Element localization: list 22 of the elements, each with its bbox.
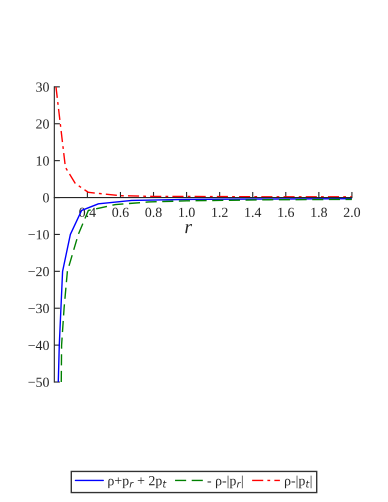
- x-tick-label: 1.0: [179, 208, 195, 218]
- legend-label: ρ+p$_{r}$ + 2p$_{t}$: [108, 476, 167, 488]
- x-tick-label: 0.8: [145, 208, 162, 218]
- y-tick-label: −20: [28, 266, 49, 276]
- y-tick-label: 10: [36, 156, 49, 166]
- legend-label: ρ-|p$_{t}$|: [284, 476, 312, 488]
- x-tick-label: 2.0: [344, 208, 360, 218]
- line-series: [55, 86, 352, 198]
- y-tick-label: 0: [43, 193, 49, 202]
- x-tick-label: 0.6: [112, 208, 129, 218]
- legend-label: - ρ-|p$_{r}$|: [208, 476, 243, 488]
- x-tick-label: 1.6: [278, 208, 294, 218]
- y-tick-label: 30: [36, 82, 49, 92]
- y-tick-label: −10: [28, 230, 49, 240]
- x-tick-label: 1.2: [212, 208, 228, 218]
- y-tick-label: 20: [36, 119, 49, 129]
- x-tick-label: 1.8: [311, 208, 327, 218]
- x-axis-title: r: [185, 224, 192, 234]
- y-tick-label: −50: [28, 378, 49, 387]
- y-tick-label: −30: [28, 304, 49, 314]
- y-tick-label: −40: [28, 340, 49, 350]
- x-tick-label: 1.4: [245, 208, 262, 218]
